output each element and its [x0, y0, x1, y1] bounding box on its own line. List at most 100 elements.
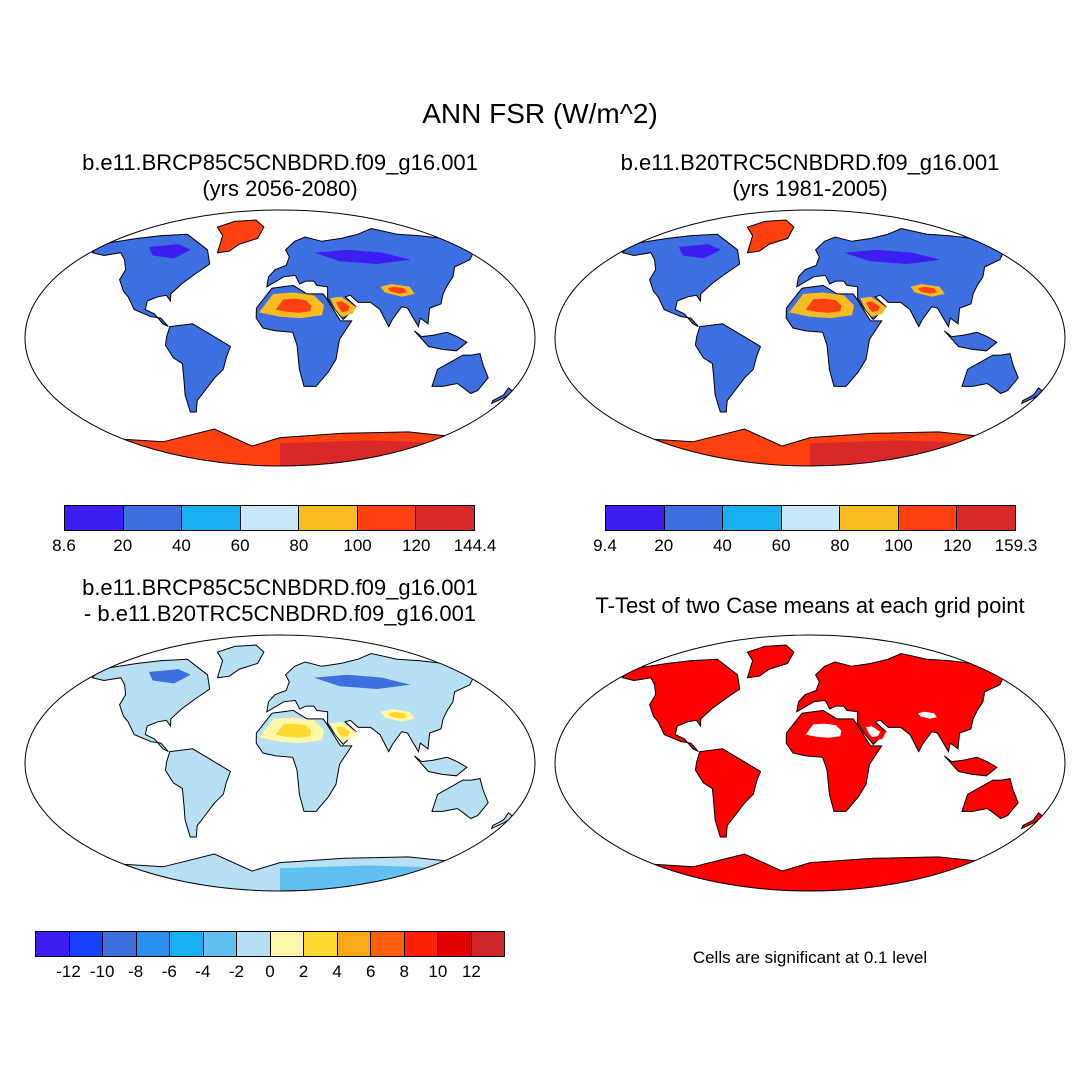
colorbar-tick-label: 8: [399, 962, 410, 981]
canada-shade: [678, 244, 721, 259]
map-panel-4: [554, 634, 1066, 892]
colorbar-tick-label: 0: [265, 962, 275, 981]
colorbar-swatch: [136, 932, 170, 956]
panel1-title-line2: (yrs 2056-2080): [202, 176, 358, 201]
landmass-australia: [431, 778, 489, 820]
colorbar-tick-label: 60: [230, 536, 250, 555]
region-core-arabia: [336, 301, 351, 313]
east-antarctica-shade: [280, 440, 453, 466]
panel4-title: T-Test of two Case means at each grid po…: [595, 593, 1025, 618]
landmass-indonesia: [414, 755, 468, 777]
landmass-greenland: [216, 644, 265, 679]
colorbar-tick-label: 159.3: [994, 536, 1038, 555]
colorbar-tick-label: 4: [332, 962, 342, 981]
colorbar-3: [35, 931, 505, 957]
colorbar-swatch: [957, 506, 1016, 530]
landmass-australia: [961, 778, 1019, 820]
colorbar-tick-label: 120: [402, 536, 431, 555]
region-core-sahara: [275, 298, 312, 313]
colorbar-swatch: [36, 932, 70, 956]
colorbar-swatch: [840, 506, 899, 530]
region-core-tibet: [388, 711, 407, 719]
colorbar-tick-label: 6: [365, 962, 376, 981]
colorbar-swatch: [240, 506, 300, 530]
colorbar-swatch: [69, 932, 103, 956]
colorbar-2-labels: 9.4 20 40 60 80 100 120 159.3: [593, 536, 1037, 558]
map-frame: [554, 634, 1066, 892]
colorbar-tick-label: 20: [654, 536, 674, 555]
significance-note: Cells are significant at 0.1 level: [692, 948, 928, 967]
east-antarctica-shade: [810, 440, 983, 466]
east-antarctica-shade: [810, 865, 983, 891]
colorbar-tick-label: 80: [830, 536, 850, 555]
colorbar-swatch: [203, 932, 237, 956]
panel2-title-line1: b.e11.B20TRC5CNBDRD.f09_g16.001: [620, 150, 1000, 175]
colorbar-swatch: [337, 932, 371, 956]
landmass-greenland: [746, 219, 795, 254]
colorbar-tick-label: -4: [195, 962, 211, 981]
panel2-title: b.e11.B20TRC5CNBDRD.f09_g16.001 (yrs 198…: [550, 150, 1070, 202]
colorbar-swatch: [170, 932, 204, 956]
landmass-indonesia: [944, 330, 998, 352]
colorbar-tick-label: 100: [343, 536, 372, 555]
colorbar-tick-label: 144.4: [453, 536, 497, 555]
colorbar-tick-label: 8.6: [52, 536, 76, 555]
colorbar-tick-label: -2: [228, 962, 244, 981]
canada-shade: [678, 669, 721, 684]
landmass-samerica: [694, 323, 762, 413]
region-core-sahara: [805, 723, 842, 738]
region-core-tibet: [388, 286, 407, 294]
region-core-arabia: [866, 726, 881, 738]
colorbar-tick-label: 9.4: [593, 536, 617, 555]
colorbar-1-labels: 8.6 20 40 60 80 100 120 144.4: [52, 536, 496, 558]
colorbar-swatch: [237, 932, 271, 956]
colorbar-swatch: [781, 506, 841, 530]
panel3-title: b.e11.BRCP85C5CNBDRD.f09_g16.001 - b.e11…: [20, 575, 540, 627]
colorbar-swatch: [357, 506, 417, 530]
siberia-shade: [844, 249, 941, 264]
panel2-title-line2: (yrs 1981-2005): [732, 176, 888, 201]
panel3-title-line2: - b.e11.B20TRC5CNBDRD.f09_g16.001: [83, 601, 477, 626]
colorbar-1: [64, 505, 475, 531]
siberia-shade: [844, 674, 941, 689]
panel3-title-line1: b.e11.BRCP85C5CNBDRD.f09_g16.001: [82, 575, 478, 600]
map-frame: [554, 209, 1066, 467]
colorbar-swatch: [371, 932, 405, 956]
colorbar-2: [605, 505, 1016, 531]
landmass-australia: [431, 353, 489, 395]
landmass-namerica: [91, 233, 211, 328]
colorbar-swatch: [416, 506, 475, 530]
east-antarctica-shade: [280, 865, 453, 891]
landmass-greenland: [746, 644, 795, 679]
colorbar-swatch: [664, 506, 724, 530]
landmass-samerica: [164, 323, 232, 413]
region-core-tibet: [918, 711, 937, 719]
colorbar-swatch: [304, 932, 338, 956]
colorbar-swatch: [471, 932, 504, 956]
landmass-australia: [961, 353, 1019, 395]
siberia-shade: [314, 249, 411, 264]
colorbar-swatch: [438, 932, 472, 956]
colorbar-tick-label: 60: [771, 536, 791, 555]
landmass-namerica: [91, 658, 211, 753]
map-panel-3: [24, 634, 536, 892]
region-core-sahara: [805, 298, 842, 313]
colorbar-tick-label: 100: [884, 536, 913, 555]
colorbar-swatch: [270, 932, 304, 956]
colorbar-tick-label: 12: [461, 962, 481, 981]
landmass-namerica: [621, 233, 741, 328]
colorbar-3-labels: -12 -10 -8 -6 -4 -2 0 2 4 6 8 10 12: [35, 962, 505, 984]
colorbar-swatch: [606, 506, 665, 530]
panel1-title: b.e11.BRCP85C5CNBDRD.f09_g16.001 (yrs 20…: [20, 150, 540, 202]
region-core-arabia: [336, 726, 351, 738]
map-frame: [24, 634, 536, 892]
colorbar-swatch: [65, 506, 124, 530]
colorbar-swatch: [898, 506, 958, 530]
colorbar-tick-label: 120: [943, 536, 972, 555]
colorbar-swatch: [404, 932, 438, 956]
landmass-samerica: [694, 748, 762, 838]
colorbar-tick-label: 20: [113, 536, 133, 555]
siberia-shade: [314, 674, 411, 689]
colorbar-swatch: [103, 932, 137, 956]
map-panel-2: [554, 209, 1066, 467]
